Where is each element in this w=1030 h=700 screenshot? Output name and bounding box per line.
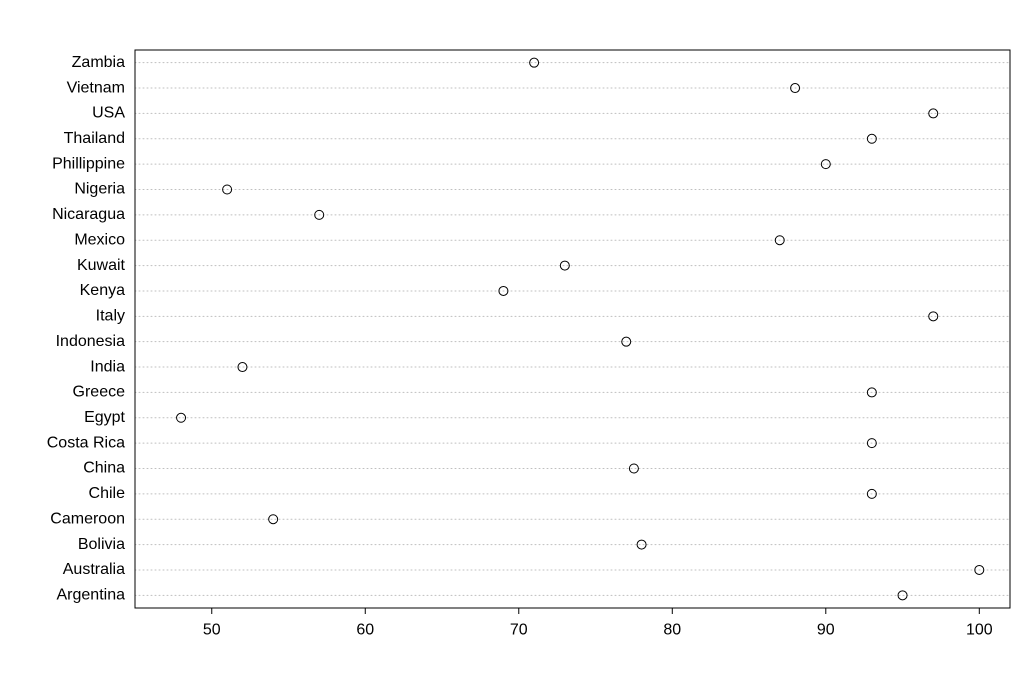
- y-tick-label: Nicaragua: [52, 206, 125, 223]
- dot-chart: 50 60 70 80 90 100 Argentina Australia Bolivia Ca…: [0, 0, 1030, 700]
- y-tick-label: Australia: [63, 561, 125, 578]
- y-tick-label: Nigeria: [74, 181, 125, 198]
- x-tick-label: 100: [966, 621, 993, 638]
- y-tick-label: Indonesia: [56, 333, 125, 350]
- y-tick-label: Egypt: [84, 409, 125, 426]
- y-tick-label: India: [90, 358, 125, 375]
- x-tick-label: 90: [817, 621, 835, 638]
- y-tick-label: Zambia: [72, 54, 125, 71]
- y-tick-label: Greece: [73, 384, 126, 401]
- y-tick-label: China: [83, 460, 125, 477]
- x-tick-label: 50: [203, 621, 221, 638]
- y-tick-label: Bolivia: [78, 536, 125, 553]
- y-tick-label: Italy: [96, 308, 125, 325]
- y-tick-label: Kuwait: [77, 257, 126, 274]
- y-tick-label: Phillippine: [52, 155, 125, 172]
- chart-svg: 50 60 70 80 90 100 Argentina Australia Bolivia Ca…: [0, 0, 1030, 700]
- y-tick-label: Chile: [89, 485, 126, 502]
- y-tick-label: Argentina: [57, 587, 126, 604]
- y-tick-label: Kenya: [80, 282, 125, 299]
- x-tick-label: 80: [663, 621, 681, 638]
- y-tick-label: Mexico: [74, 231, 125, 248]
- x-tick-label: 70: [510, 621, 528, 638]
- y-tick-label: Vietnam: [67, 79, 125, 96]
- y-tick-label: Costa Rica: [47, 434, 125, 451]
- y-tick-label: Thailand: [64, 130, 125, 147]
- x-tick-label: 60: [356, 621, 374, 638]
- y-tick-label: Cameroon: [50, 510, 125, 527]
- y-tick-label: USA: [92, 105, 125, 122]
